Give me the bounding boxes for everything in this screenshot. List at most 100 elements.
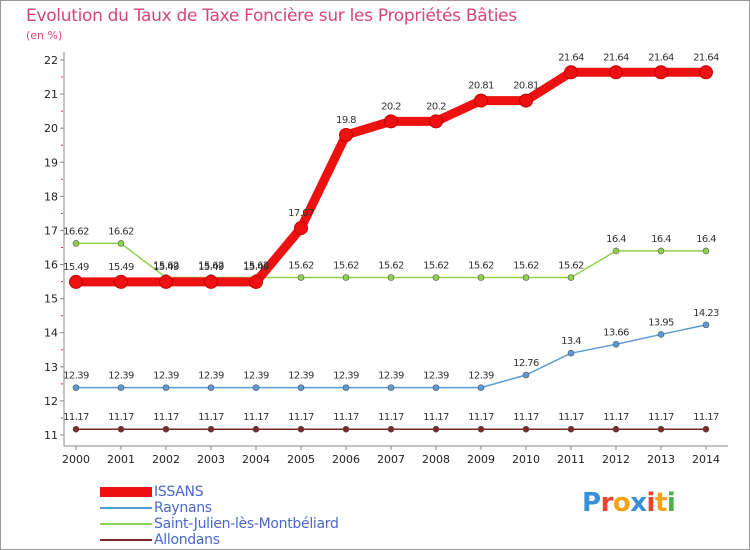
data-label-raynans: 13.66 xyxy=(603,327,629,338)
data-point-raynans xyxy=(567,349,575,357)
data-label-issans: 17.07 xyxy=(288,208,314,219)
legend-label-allondans: Allondans xyxy=(154,532,220,548)
x-tick-label: 2004 xyxy=(242,453,270,466)
x-tick-label: 2006 xyxy=(332,453,360,466)
data-label-allondans: 11.17 xyxy=(63,412,89,423)
data-point-issans xyxy=(339,128,353,142)
legend-swatch-issans xyxy=(100,487,152,497)
data-label-raynans: 13.4 xyxy=(561,336,581,347)
x-tick-label: 2010 xyxy=(512,453,540,466)
data-label-raynans: 12.39 xyxy=(378,371,404,382)
logo-letter: t xyxy=(654,488,667,518)
data-label-saint-julien: 16.62 xyxy=(108,226,134,237)
line-chart: 11 12 13 14 15 16 17 18 19 20 21 22 2000 2001 2002 2003… xyxy=(44,52,728,466)
data-label-allondans: 11.17 xyxy=(513,412,539,423)
data-label-raynans: 12.39 xyxy=(333,371,359,382)
data-label-raynans: 12.76 xyxy=(513,358,539,369)
y-tick-label: 15 xyxy=(44,293,58,306)
logo-letter: r xyxy=(600,488,614,518)
data-point-raynans xyxy=(72,384,80,391)
data-label-allondans: 11.17 xyxy=(288,412,314,423)
data-label-allondans: 11.17 xyxy=(603,412,629,423)
data-label-saint-julien: 15.62 xyxy=(558,261,584,272)
x-tick-label: 2001 xyxy=(107,453,135,466)
data-point-issans xyxy=(159,274,173,289)
data-label-issans: 20.81 xyxy=(513,81,539,92)
data-point-saint-julien xyxy=(612,247,620,255)
data-point-issans xyxy=(69,274,83,289)
data-label-issans: 21.64 xyxy=(693,52,719,63)
data-label-saint-julien: 15.62 xyxy=(288,261,314,272)
data-label-raynans: 12.39 xyxy=(468,371,494,382)
y-tick-label: 21 xyxy=(44,88,58,101)
data-label-raynans: 12.39 xyxy=(153,371,179,382)
data-point-saint-julien xyxy=(342,274,350,281)
data-point-raynans xyxy=(477,384,485,391)
logo-letter: i xyxy=(646,488,656,518)
data-point-saint-julien xyxy=(702,247,710,255)
data-point-saint-julien xyxy=(657,247,665,255)
y-tick-label: 14 xyxy=(44,327,58,340)
x-tick-label: 2009 xyxy=(467,453,495,466)
data-point-issans xyxy=(429,114,443,129)
data-point-allondans xyxy=(432,425,440,433)
data-point-allondans xyxy=(297,425,305,433)
legend-swatch-allondans xyxy=(100,539,152,541)
data-label-issans: 15.49 xyxy=(153,262,179,273)
x-tick-label: 2014 xyxy=(692,453,720,466)
x-tick-label: 2005 xyxy=(287,453,315,466)
data-label-saint-julien: 15.62 xyxy=(378,261,404,272)
y-tick-label: 12 xyxy=(44,395,58,408)
data-label-saint-julien: 15.62 xyxy=(198,261,224,272)
data-label-issans: 20.2 xyxy=(426,101,446,112)
data-point-raynans xyxy=(117,384,125,391)
data-label-allondans: 11.17 xyxy=(198,412,224,423)
data-label-issans: 20.2 xyxy=(381,101,401,112)
data-label-saint-julien: 16.62 xyxy=(63,226,89,237)
data-point-raynans xyxy=(297,384,305,391)
data-point-raynans xyxy=(612,341,620,348)
data-point-saint-julien xyxy=(72,240,80,247)
data-point-raynans xyxy=(207,384,215,391)
y-tick-label: 22 xyxy=(44,54,58,67)
data-label-raynans: 13.95 xyxy=(648,317,674,328)
data-label-allondans: 11.17 xyxy=(423,412,449,423)
data-point-raynans xyxy=(702,321,710,329)
data-point-saint-julien xyxy=(432,274,440,281)
chart-title: Evolution du Taux de Taxe Foncière sur l… xyxy=(26,6,517,26)
legend-label-raynans: Raynans xyxy=(154,500,212,516)
x-tick-label: 2002 xyxy=(152,453,180,466)
data-label-issans: 15.49 xyxy=(198,262,224,273)
data-point-raynans xyxy=(387,384,395,391)
data-point-issans xyxy=(519,93,533,108)
unit-label: (en %) xyxy=(26,29,63,42)
x-tick-label: 2013 xyxy=(647,453,675,466)
data-label-issans: 15.49 xyxy=(63,262,89,273)
data-label-raynans: 14.23 xyxy=(693,308,719,319)
data-label-saint-julien: 16.4 xyxy=(606,234,626,245)
data-label-issans: 20.81 xyxy=(468,81,494,92)
data-point-allondans xyxy=(252,425,260,433)
legend-swatch-raynans xyxy=(100,507,152,509)
data-label-raynans: 12.39 xyxy=(63,371,89,382)
legend-label-saint-julien: Saint-Julien-lès-Montbéliard xyxy=(154,516,339,532)
y-tick-label: 17 xyxy=(44,224,58,237)
data-point-allondans xyxy=(657,425,665,433)
y-tick-label: 19 xyxy=(44,156,58,169)
data-label-allondans: 11.17 xyxy=(243,412,269,423)
legend-label-issans: ISSANS xyxy=(154,484,204,500)
data-label-allondans: 11.17 xyxy=(378,412,404,423)
data-label-issans: 19.8 xyxy=(336,115,356,126)
data-point-allondans xyxy=(477,425,485,433)
data-label-issans: 15.49 xyxy=(108,262,134,273)
data-label-issans: 21.64 xyxy=(603,52,629,63)
data-point-raynans xyxy=(522,371,530,379)
y-tick-label: 16 xyxy=(44,259,58,272)
y-tick-label: 11 xyxy=(44,429,58,442)
data-point-saint-julien xyxy=(477,274,485,281)
data-label-allondans: 11.17 xyxy=(558,412,584,423)
data-point-allondans xyxy=(522,425,530,433)
data-label-raynans: 12.39 xyxy=(198,371,224,382)
data-point-issans xyxy=(204,274,218,289)
